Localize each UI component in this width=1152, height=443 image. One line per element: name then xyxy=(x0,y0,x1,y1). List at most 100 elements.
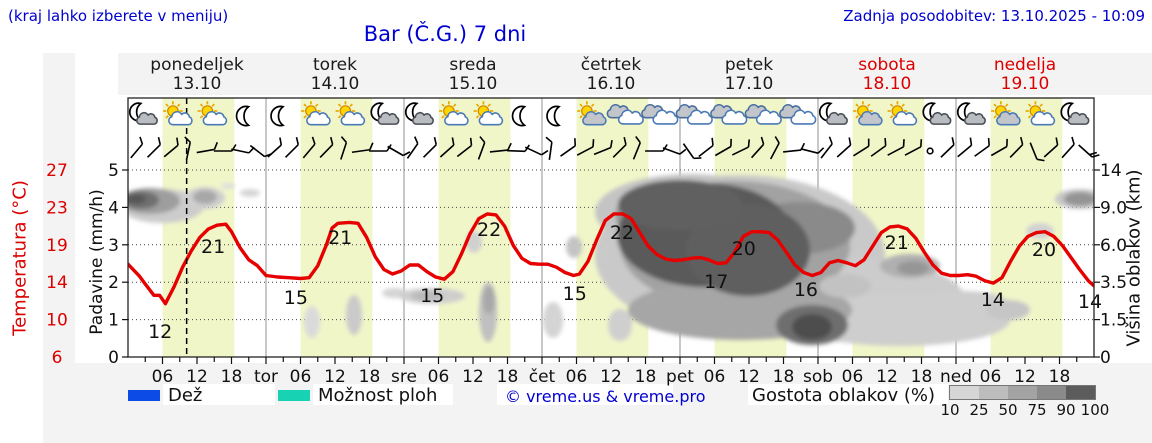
wind-barb xyxy=(524,146,549,156)
cloudy-icon xyxy=(675,104,713,125)
svg-text:12: 12 xyxy=(738,367,760,387)
wind-barb xyxy=(196,142,219,154)
wind-barb xyxy=(163,137,179,158)
wind-barb xyxy=(940,137,955,158)
sun-cloud-icon xyxy=(439,101,469,126)
wind-barb xyxy=(820,136,833,159)
wind-barb xyxy=(560,138,577,157)
svg-text:19: 19 xyxy=(46,236,68,256)
wind-barb xyxy=(439,137,455,158)
wind-barb xyxy=(714,138,732,157)
density-segment xyxy=(979,386,1008,399)
density-segment xyxy=(1037,386,1066,399)
copyright-link[interactable]: © vreme.us & vreme.pro xyxy=(505,387,706,406)
moon-gray-cloud-icon xyxy=(922,102,952,125)
svg-text:20: 20 xyxy=(732,238,756,260)
wind-barb xyxy=(489,142,512,153)
wind-barb xyxy=(645,144,668,152)
menu-hint: (kraj lahko izberete v meniju) xyxy=(8,7,229,25)
svg-text:06: 06 xyxy=(842,367,864,387)
svg-text:6.0: 6.0 xyxy=(1100,236,1127,256)
svg-text:22: 22 xyxy=(477,219,501,241)
day-header-ponedeljek: ponedeljek 13.10 xyxy=(150,55,244,94)
wind-barb xyxy=(422,137,438,158)
wind-barb xyxy=(576,139,595,156)
cloudy-icon xyxy=(606,104,644,125)
sun-gray-cloud-icon xyxy=(577,101,607,126)
svg-text:sre: sre xyxy=(391,367,417,387)
cloud-density-blobs xyxy=(128,174,1094,346)
svg-text:18: 18 xyxy=(497,367,519,387)
svg-text:23: 23 xyxy=(46,198,68,218)
svg-text:12: 12 xyxy=(462,367,484,387)
svg-text:20: 20 xyxy=(1032,239,1056,261)
wind-barb xyxy=(1009,136,1024,159)
wind-barb xyxy=(545,136,553,161)
svg-text:06: 06 xyxy=(428,367,450,387)
wind-barb xyxy=(662,147,687,155)
wind-barb xyxy=(231,146,255,154)
moon-gray-cloud-icon xyxy=(370,102,400,125)
svg-text:14: 14 xyxy=(1100,161,1122,181)
svg-text:15: 15 xyxy=(284,287,308,309)
svg-text:10: 10 xyxy=(46,311,68,331)
density-segment xyxy=(1008,386,1037,399)
page-title: Bar (Č.G.) 7 dni xyxy=(363,22,527,46)
moon-icon xyxy=(511,105,527,127)
svg-text:6: 6 xyxy=(52,348,63,368)
svg-text:ned: ned xyxy=(940,367,972,387)
density-tick-label: 25 xyxy=(969,401,989,419)
svg-text:21: 21 xyxy=(201,236,225,258)
svg-text:06: 06 xyxy=(152,367,174,387)
wind-barb xyxy=(612,137,627,158)
wind-barb xyxy=(593,139,613,156)
svg-text:27: 27 xyxy=(46,161,68,181)
svg-text:18: 18 xyxy=(1049,367,1071,387)
cloudy-icon xyxy=(641,104,679,125)
wind-barb xyxy=(284,137,300,158)
wind-barb xyxy=(1061,136,1075,159)
wind-barb xyxy=(750,136,765,159)
day-header-band xyxy=(118,53,1152,95)
density-segment xyxy=(1066,386,1095,399)
wind-barb xyxy=(990,138,1008,157)
svg-text:18: 18 xyxy=(221,367,243,387)
cloud-density-tick-labels: 10 25 50 75 90 100 xyxy=(940,401,1109,419)
svg-text:1.5: 1.5 xyxy=(1100,311,1127,331)
svg-text:18: 18 xyxy=(911,367,933,387)
svg-text:14: 14 xyxy=(1078,291,1102,313)
density-tick-label: 100 xyxy=(1080,401,1110,419)
moon-gray-cloud-icon xyxy=(129,102,158,125)
wind-barb xyxy=(974,138,990,157)
svg-text:06: 06 xyxy=(704,367,726,387)
day-header-nedelja: nedelja 19.10 xyxy=(993,55,1057,94)
density-tick-label: 10 xyxy=(940,401,960,419)
svg-text:sob: sob xyxy=(803,367,833,387)
rain-label: Dež xyxy=(168,385,203,406)
cloudy-icon xyxy=(779,104,817,125)
wind-barb xyxy=(319,136,334,159)
moon-gray-cloud-icon xyxy=(819,102,848,125)
wind-barb xyxy=(146,137,162,158)
svg-text:18: 18 xyxy=(773,367,795,387)
wind-barb xyxy=(836,137,852,158)
sun-gray-cloud-icon xyxy=(991,101,1021,126)
cloudy-icon xyxy=(710,104,748,125)
svg-text:21: 21 xyxy=(328,227,352,249)
svg-text:21: 21 xyxy=(885,232,909,254)
cloud-density-bar xyxy=(950,386,1095,399)
wind-barb xyxy=(130,136,144,159)
sun-cloud-icon xyxy=(887,101,918,126)
sun-cloud-icon xyxy=(197,101,228,126)
wind-barb xyxy=(957,137,973,158)
wind-barb xyxy=(1043,137,1059,158)
sun-cloud-icon xyxy=(335,101,366,126)
sun-cloud-icon xyxy=(301,101,331,126)
wind-barb xyxy=(769,136,780,160)
svg-text:0: 0 xyxy=(108,348,119,368)
svg-text:15: 15 xyxy=(420,285,444,307)
wind-barb xyxy=(456,137,473,158)
